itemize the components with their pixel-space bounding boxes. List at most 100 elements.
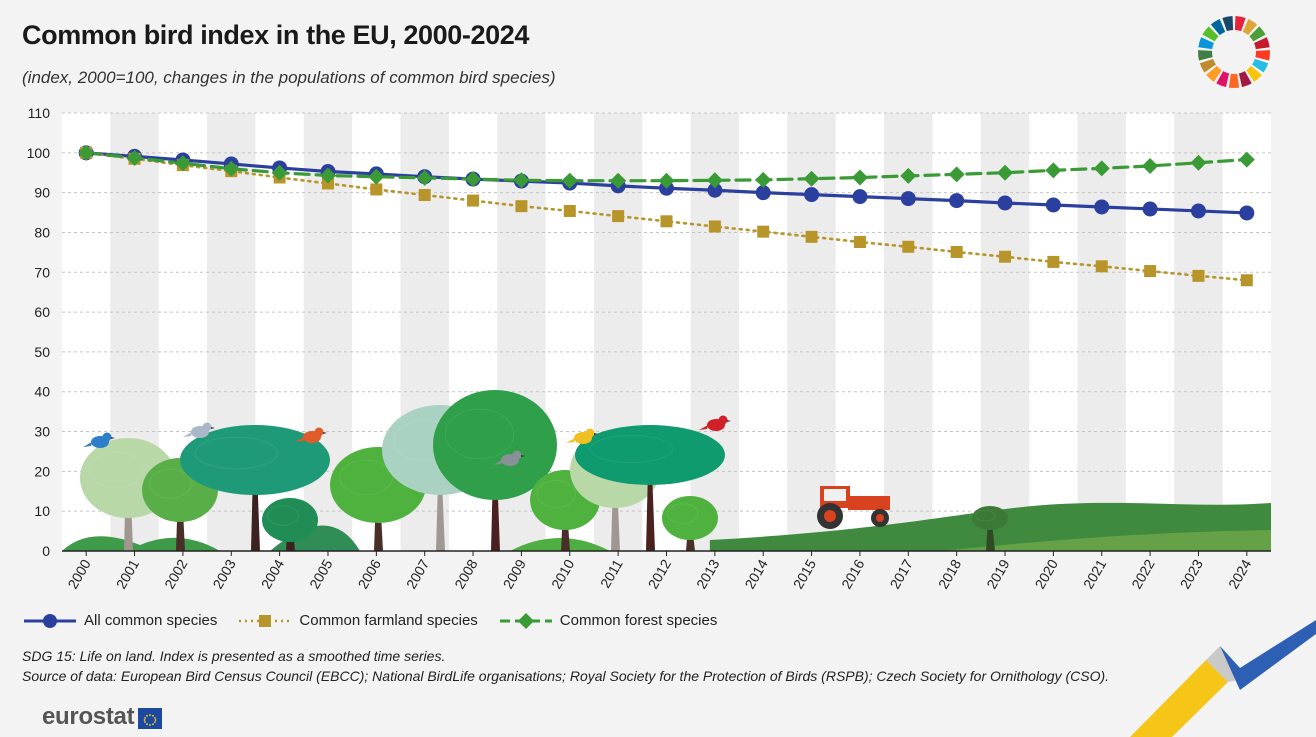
- bird-head: [314, 427, 324, 437]
- data-point: [997, 195, 1013, 211]
- data-point: [660, 215, 673, 228]
- data-point: [949, 193, 965, 209]
- sdg-wheel-segment: [1216, 71, 1230, 88]
- data-point: [1094, 199, 1110, 215]
- x-tick-label: 2005: [306, 556, 336, 591]
- data-point: [467, 194, 480, 207]
- y-tick-label: 100: [27, 145, 51, 161]
- data-point: [1142, 157, 1159, 174]
- data-point: [1190, 203, 1206, 219]
- sdg-wheel-segment: [1198, 37, 1214, 50]
- sdg-wheel-segment: [1234, 16, 1246, 32]
- data-point: [416, 169, 433, 186]
- column-band: [1029, 113, 1078, 551]
- data-point: [900, 191, 916, 207]
- sdg-wheel-segment: [1198, 50, 1213, 61]
- data-point: [658, 172, 675, 189]
- eurostat-wordmark: eurostat: [42, 703, 135, 730]
- sdg-wheel-segment: [1238, 71, 1252, 88]
- bird-beak: [521, 455, 525, 457]
- y-tick-label: 70: [34, 264, 50, 280]
- tractor-illustration: [817, 486, 890, 529]
- bird-tail: [183, 432, 192, 437]
- eu-flag-icon: [138, 708, 163, 729]
- data-point: [852, 189, 868, 205]
- data-point: [271, 164, 288, 181]
- bird-illustration: [493, 450, 525, 466]
- bird-beak: [594, 433, 598, 435]
- sdg-wheel-segment: [1242, 18, 1258, 36]
- column-band: [932, 113, 981, 551]
- data-point: [174, 155, 191, 172]
- x-tick-label: 2000: [64, 556, 94, 591]
- data-point: [902, 240, 915, 253]
- tree-crown-highlight: [975, 509, 996, 522]
- sdg-wheel-segment: [1254, 37, 1270, 50]
- legend-item-all: All common species: [22, 612, 217, 629]
- x-tick-label: 2024: [1225, 556, 1255, 591]
- bird-tail: [493, 460, 502, 465]
- bird-beak: [727, 420, 731, 422]
- x-tick-label: 2006: [355, 556, 385, 591]
- column-band: [1222, 113, 1271, 551]
- x-tick-label: 2003: [209, 556, 239, 591]
- x-tick-label: 2023: [1177, 556, 1207, 591]
- data-point: [513, 172, 530, 189]
- data-point: [900, 167, 917, 184]
- bird-head: [718, 415, 728, 425]
- x-tick-label: 2016: [838, 556, 868, 591]
- data-point: [1142, 201, 1158, 217]
- legend-item-farmland: Common farmland species: [237, 612, 478, 629]
- tractor-body: [848, 496, 890, 510]
- bird-illustration: [699, 415, 731, 431]
- corner-decoration: [1130, 620, 1316, 737]
- tree-crown-highlight: [536, 480, 576, 508]
- data-point: [126, 149, 143, 166]
- tractor-hub: [876, 514, 884, 522]
- x-tick-label: 2022: [1128, 556, 1158, 591]
- legend-marker-circle: [24, 613, 76, 628]
- data-point: [223, 160, 240, 177]
- bird-head: [102, 432, 112, 442]
- data-point: [707, 182, 723, 198]
- legend-label: Common farmland species: [299, 612, 478, 629]
- bird-head: [202, 422, 212, 432]
- bird-tail: [295, 437, 304, 442]
- data-point: [418, 189, 431, 202]
- y-tick-label: 20: [34, 463, 50, 479]
- legend-label: All common species: [84, 612, 218, 629]
- bird-beak: [323, 432, 327, 434]
- data-point: [1095, 260, 1108, 273]
- x-tick-label: 2014: [741, 556, 771, 591]
- x-tick-label: 2001: [113, 556, 143, 591]
- sdg-note: SDG 15: Life on land. Index is presented…: [22, 648, 446, 664]
- bird-illustration: [295, 427, 327, 443]
- tree-crown-highlight: [149, 468, 192, 499]
- data-point: [515, 200, 528, 213]
- bird-tail: [83, 442, 92, 447]
- sdg-wheel-segment: [1202, 26, 1219, 42]
- bird-tail: [699, 425, 708, 430]
- y-tick-label: 50: [34, 344, 50, 360]
- page-title: Common bird index in the EU, 2000-2024: [22, 20, 529, 50]
- legend-item-forest: Common forest species: [498, 612, 717, 629]
- data-point: [370, 183, 383, 196]
- x-tick-label: 2020: [1032, 556, 1062, 591]
- data-point: [1045, 162, 1062, 179]
- data-point: [319, 167, 336, 184]
- eurostat-logo: eurostat: [42, 703, 163, 731]
- data-point: [612, 210, 625, 223]
- x-tick-label: 2017: [886, 556, 916, 591]
- x-tick-label: 2021: [1080, 556, 1110, 591]
- data-point: [755, 185, 771, 201]
- sdg-wheel-segment: [1252, 58, 1269, 73]
- field: [940, 530, 1271, 551]
- x-tick-label: 2012: [645, 556, 675, 591]
- tree-trunk: [646, 470, 655, 551]
- chart-notes: SDG 15: Life on land. Index is presented…: [22, 646, 1109, 686]
- y-tick-label: 80: [34, 224, 50, 240]
- y-tick-label: 110: [28, 105, 51, 121]
- data-point: [948, 166, 965, 183]
- data-point: [1093, 160, 1110, 177]
- data-point: [465, 171, 482, 188]
